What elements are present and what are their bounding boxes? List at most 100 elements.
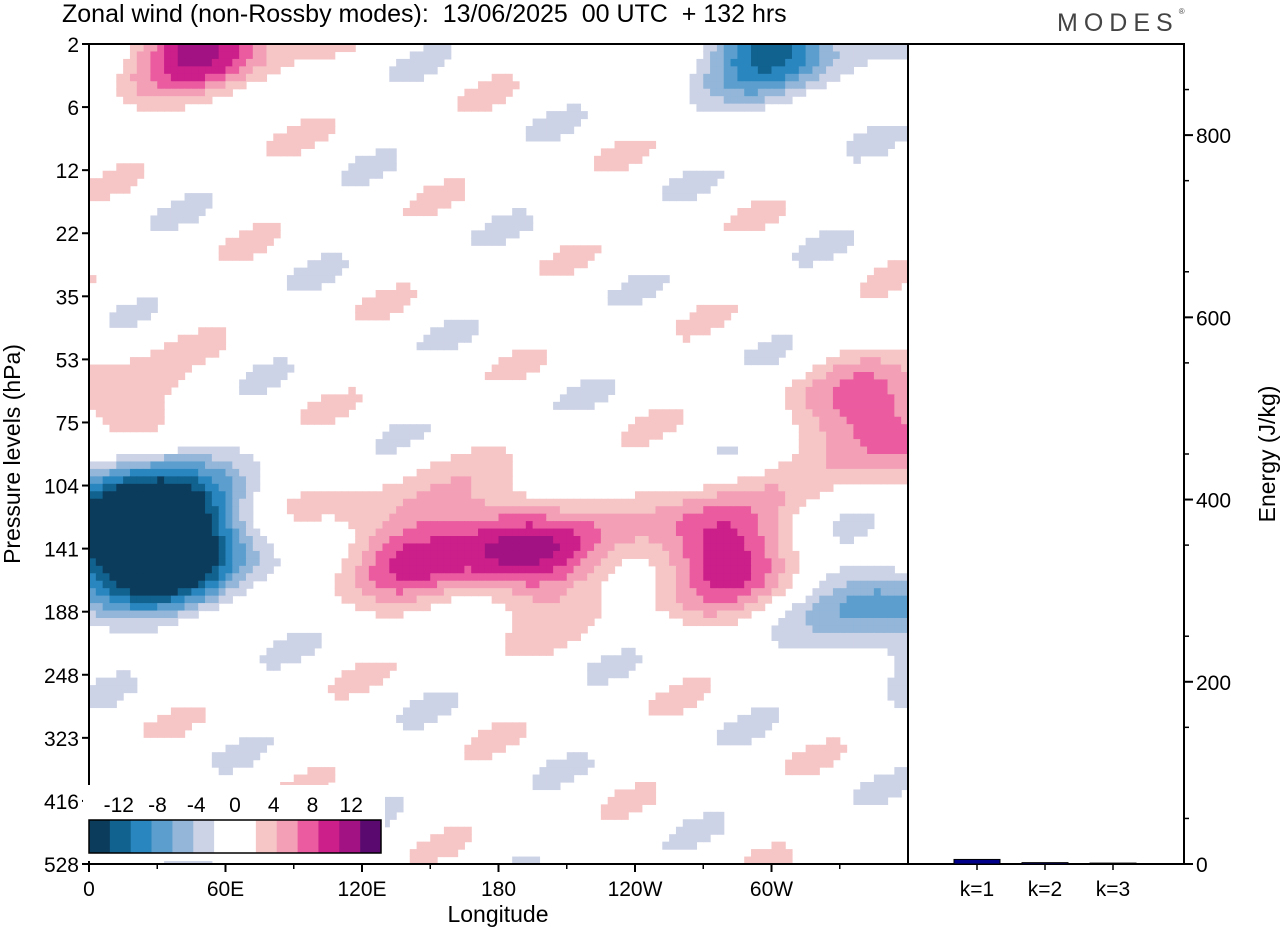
contour-cell xyxy=(266,737,274,746)
contour-cell xyxy=(109,185,117,194)
contour-cell xyxy=(129,550,138,559)
contour-cell xyxy=(89,506,97,515)
contour-cell xyxy=(757,714,766,723)
contour-cell xyxy=(170,558,179,567)
contour-cell xyxy=(587,603,595,612)
contour-cell xyxy=(730,565,738,574)
contour-cell xyxy=(716,826,725,835)
contour-cell xyxy=(873,126,882,135)
contour-cell xyxy=(184,707,192,716)
contour-cell xyxy=(164,357,172,366)
contour-cell xyxy=(546,640,554,649)
contour-cell xyxy=(211,476,220,485)
contour-cell xyxy=(129,483,138,492)
contour-cell xyxy=(123,461,131,470)
contour-cell xyxy=(211,752,220,761)
contour-cell xyxy=(437,461,445,470)
contour-cell xyxy=(710,498,718,507)
contour-cell xyxy=(580,618,588,627)
contour-cell xyxy=(812,752,820,761)
contour-cell xyxy=(873,468,882,477)
contour-cell xyxy=(177,714,186,723)
contour-cell xyxy=(416,200,425,209)
contour-cell xyxy=(839,364,848,373)
contour-cell xyxy=(423,707,431,716)
contour-cell xyxy=(123,536,131,545)
contour-cell xyxy=(471,565,479,574)
contour-cell xyxy=(423,506,431,515)
contour-cell xyxy=(744,513,752,522)
contour-cell xyxy=(430,51,438,60)
contour-cell xyxy=(286,275,295,284)
contour-cell xyxy=(696,103,704,112)
contour-cell xyxy=(798,245,807,254)
contour-cell xyxy=(430,334,438,343)
contour-cell xyxy=(860,290,868,299)
contour-cell xyxy=(757,66,766,75)
contour-cell xyxy=(880,640,889,649)
contour-cell xyxy=(757,513,766,522)
contour-cell xyxy=(129,58,138,67)
contour-cell xyxy=(805,237,814,246)
contour-cell xyxy=(532,506,541,515)
contour-cell xyxy=(873,282,882,291)
contour-cell xyxy=(375,491,384,500)
contour-cell xyxy=(703,170,711,179)
contour-cell xyxy=(478,454,486,463)
contour-cell xyxy=(600,655,609,664)
contour-cell xyxy=(812,439,820,448)
contour-cell xyxy=(819,580,827,589)
contour-cell xyxy=(805,603,814,612)
contour-cell xyxy=(430,558,438,567)
contour-cell xyxy=(245,44,254,53)
contour-cell xyxy=(327,498,336,507)
contour-cell xyxy=(164,498,172,507)
contour-cell xyxy=(170,372,179,381)
contour-cell xyxy=(764,498,773,507)
contour-cell xyxy=(512,521,520,530)
contour-cell xyxy=(321,774,329,783)
contour-cell xyxy=(348,498,356,507)
contour-cell xyxy=(232,58,240,67)
contour-cell xyxy=(245,491,254,500)
contour-cell xyxy=(471,498,479,507)
contour-cell xyxy=(198,536,206,545)
contour-cell xyxy=(867,513,875,522)
contour-cell xyxy=(873,401,882,410)
y-tick-label: 22 xyxy=(56,223,79,246)
contour-cell xyxy=(157,357,165,366)
contour-cell xyxy=(239,51,247,60)
contour-cell xyxy=(396,550,404,559)
contour-cell xyxy=(170,342,179,351)
contour-cell xyxy=(129,536,138,545)
contour-cell xyxy=(819,476,827,485)
contour-cell xyxy=(710,73,718,82)
contour-cell xyxy=(580,610,588,619)
contour-cell xyxy=(389,290,397,299)
contour-cell xyxy=(689,573,698,582)
contour-cell xyxy=(293,148,302,157)
contour-cell xyxy=(464,334,472,343)
contour-cell xyxy=(559,401,568,410)
contour-cell xyxy=(873,580,882,589)
contour-cell xyxy=(245,476,254,485)
contour-cell xyxy=(198,88,206,97)
contour-cell xyxy=(102,573,111,582)
contour-cell xyxy=(791,491,800,500)
contour-cell xyxy=(505,632,513,641)
contour-cell xyxy=(402,73,411,82)
contour-cell xyxy=(245,528,254,537)
contour-cell xyxy=(245,468,254,477)
contour-cell xyxy=(887,618,895,627)
contour-cell xyxy=(109,461,117,470)
contour-cell xyxy=(648,789,657,798)
contour-cell xyxy=(614,536,622,545)
contour-cell xyxy=(123,73,131,82)
contour-cell xyxy=(484,81,493,90)
contour-cell xyxy=(307,416,315,425)
contour-cell xyxy=(525,215,534,224)
contour-cell xyxy=(812,66,820,75)
contour-cell xyxy=(764,483,773,492)
contour-cell xyxy=(716,446,725,455)
contour-cell xyxy=(587,588,595,597)
